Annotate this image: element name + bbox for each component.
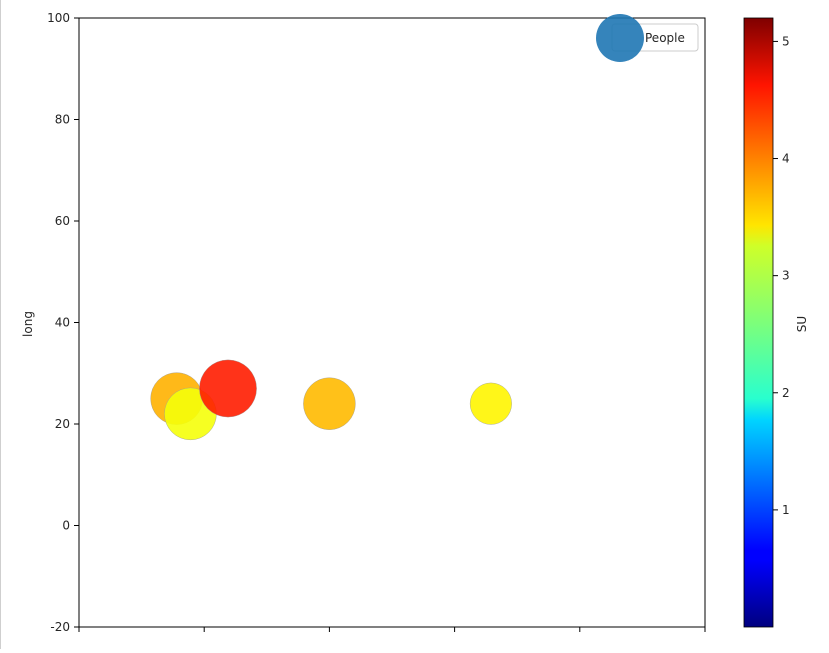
colorbar-tick-label: 1 (782, 503, 790, 517)
y-tick-label: -20 (50, 620, 70, 634)
colorbar-tick-label: 5 (782, 34, 790, 48)
colorbar-tick-label: 3 (782, 269, 790, 283)
y-tick-label: 60 (55, 214, 70, 228)
colorbar-label: SU (795, 316, 809, 332)
colorbar-tick-label: 2 (782, 386, 790, 400)
colorbar-tick-label: 4 (782, 152, 790, 166)
page-frame-border (0, 0, 1, 649)
y-axis-label: long (21, 311, 35, 337)
legend-marker (596, 14, 644, 62)
colorbar-ticks: 1 2 3 4 5 (773, 34, 790, 517)
y-tick-label: 40 (55, 316, 70, 330)
x-axis-ticks (78, 627, 706, 632)
colorbar-gradient (743, 17, 774, 628)
y-tick-label: 100 (47, 11, 70, 25)
legend[interactable]: People (596, 14, 699, 62)
scatter-point (469, 382, 512, 425)
data-points (150, 359, 512, 441)
scatter-point (199, 359, 257, 418)
legend-entry-people: People (645, 31, 685, 45)
y-axis-ticks: -20 0 20 40 60 80 100 (47, 11, 79, 634)
scatter-point (303, 377, 356, 430)
y-tick-label: 20 (55, 417, 70, 431)
y-tick-label: 80 (55, 113, 70, 127)
y-tick-label: 0 (62, 519, 70, 533)
colorbar: 1 2 3 4 5 SU (743, 17, 809, 628)
plot-frame (78, 17, 706, 628)
plot-area: -20 0 20 40 60 80 100 (47, 11, 706, 634)
